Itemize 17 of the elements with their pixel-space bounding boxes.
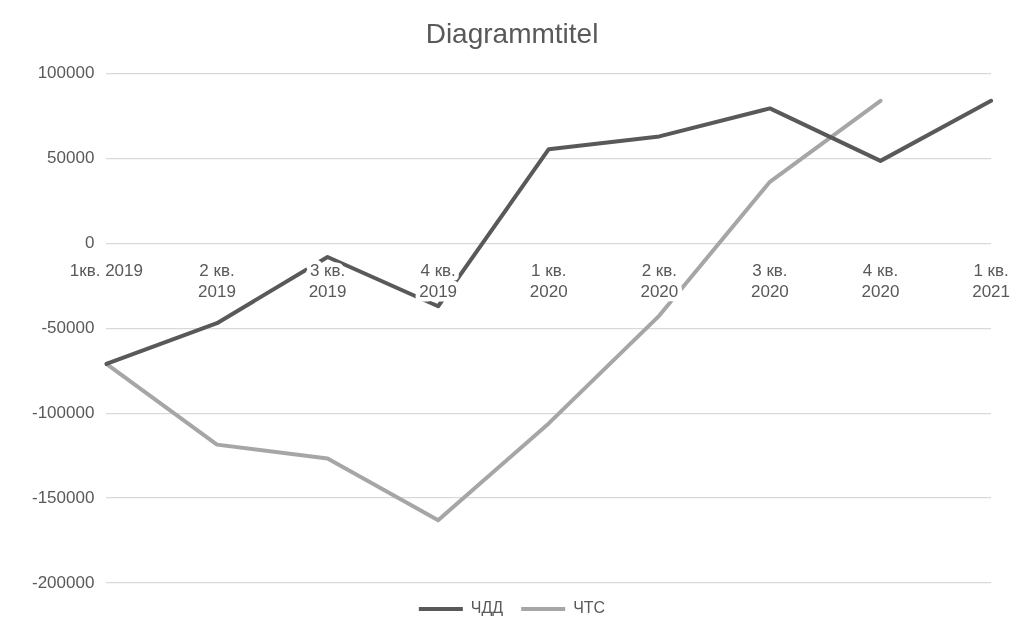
x-tick-label: 3 кв. 2020: [751, 261, 789, 301]
y-tick-label: -100000: [32, 402, 95, 422]
legend-label: ЧТС: [573, 599, 606, 617]
y-tick-label: -200000: [32, 572, 95, 592]
x-tick-label: 4 кв. 2020: [861, 261, 900, 301]
x-tick-label: 2 кв. 2019: [198, 261, 236, 301]
x-tick-label: 2 кв. 2020: [640, 261, 679, 301]
x-tick-label: 1 кв. 2021: [972, 261, 1010, 301]
y-tick-label: 0: [84, 233, 95, 253]
y-tick-label: -50000: [41, 317, 95, 337]
y-tick-label: 50000: [47, 148, 95, 168]
y-tick-label: 100000: [37, 63, 95, 83]
x-tick-label: 1 кв. 2020: [529, 261, 568, 301]
legend-label: ЧДД: [470, 599, 504, 617]
y-tick-label: -150000: [32, 487, 95, 507]
chart-title: Diagrammtitel: [425, 17, 599, 49]
x-tick-label: 1кв. 2019: [69, 261, 143, 281]
